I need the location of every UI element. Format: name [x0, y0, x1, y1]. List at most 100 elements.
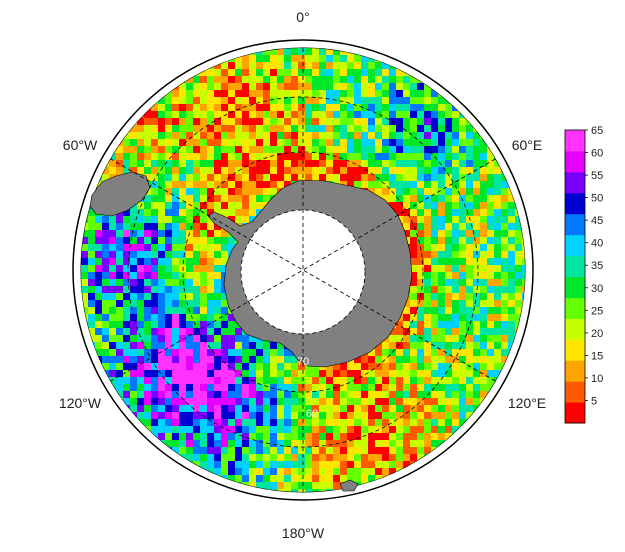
data-cell [102, 216, 110, 224]
data-cell [466, 223, 474, 231]
data-cell [95, 335, 103, 343]
data-cell [508, 251, 516, 259]
data-cell [445, 433, 453, 441]
data-cell [158, 307, 166, 315]
data-cell [214, 62, 222, 70]
data-cell [459, 412, 467, 420]
data-cell [123, 272, 131, 280]
data-cell [221, 132, 229, 140]
data-cell [452, 139, 460, 147]
data-cell [466, 146, 474, 154]
data-cell [284, 391, 292, 399]
data-cell [291, 167, 299, 175]
data-cell [417, 209, 425, 217]
data-cell [207, 76, 215, 84]
data-cell [207, 300, 215, 308]
data-cell [410, 356, 418, 364]
data-cell [277, 76, 285, 84]
lon-label-180w: 180°W [282, 525, 325, 541]
data-cell [179, 146, 187, 154]
data-cell [431, 174, 439, 182]
data-cell [319, 447, 327, 455]
data-cell [256, 146, 264, 154]
data-cell [438, 335, 446, 343]
data-cell [242, 97, 250, 105]
data-cell [256, 349, 264, 357]
data-cell [242, 69, 250, 77]
data-cell [396, 174, 404, 182]
data-cell [501, 216, 509, 224]
data-cell [165, 419, 173, 427]
data-cell [431, 118, 439, 126]
data-cell [165, 118, 173, 126]
data-cell [466, 181, 474, 189]
data-cell [137, 370, 145, 378]
data-cell [137, 258, 145, 266]
data-cell [123, 251, 131, 259]
data-cell [102, 265, 110, 273]
data-cell [487, 237, 495, 245]
data-cell [102, 314, 110, 322]
data-cell [291, 76, 299, 84]
data-cell [221, 405, 229, 413]
data-cell [130, 251, 138, 259]
data-cell [403, 132, 411, 140]
data-cell [452, 279, 460, 287]
data-cell [270, 55, 278, 63]
data-cell [473, 181, 481, 189]
data-cell [109, 328, 117, 336]
data-cell [361, 153, 369, 161]
data-cell [333, 90, 341, 98]
data-cell [165, 174, 173, 182]
data-cell [452, 202, 460, 210]
data-cell [102, 307, 110, 315]
graticule [110, 48, 496, 492]
data-cell [473, 314, 481, 322]
data-cell [263, 188, 271, 196]
data-cell [424, 314, 432, 322]
data-cell [109, 216, 117, 224]
data-cell [270, 125, 278, 133]
data-cell [130, 356, 138, 364]
data-cell [466, 272, 474, 280]
data-cell [298, 454, 306, 462]
data-cell [417, 300, 425, 308]
data-cell [424, 405, 432, 413]
data-cell [214, 104, 222, 112]
data-cell [424, 272, 432, 280]
data-cell [326, 160, 334, 168]
data-cell [270, 391, 278, 399]
data-cell [165, 363, 173, 371]
data-cell [305, 69, 313, 77]
data-cell [375, 188, 383, 196]
data-cell [165, 335, 173, 343]
data-cell [354, 167, 362, 175]
data-cell [389, 76, 397, 84]
data-cell [312, 440, 320, 448]
data-cell [480, 370, 488, 378]
data-cell [130, 146, 138, 154]
data-cell [179, 433, 187, 441]
data-cell [228, 118, 236, 126]
data-cell [277, 62, 285, 70]
data-cell [200, 426, 208, 434]
data-cell [298, 370, 306, 378]
data-cell [424, 146, 432, 154]
data-cell [403, 216, 411, 224]
data-cell [172, 279, 180, 287]
data-cell [165, 237, 173, 245]
data-cell [207, 321, 215, 329]
data-cell [403, 307, 411, 315]
data-cell [123, 356, 131, 364]
data-cell [179, 230, 187, 238]
data-cell [235, 335, 243, 343]
data-cell [424, 419, 432, 427]
data-cell [466, 314, 474, 322]
data-cell [221, 426, 229, 434]
data-cell [438, 237, 446, 245]
data-cell [438, 363, 446, 371]
data-cell [305, 62, 313, 70]
data-cell [452, 118, 460, 126]
data-cell [319, 139, 327, 147]
data-cell [410, 174, 418, 182]
